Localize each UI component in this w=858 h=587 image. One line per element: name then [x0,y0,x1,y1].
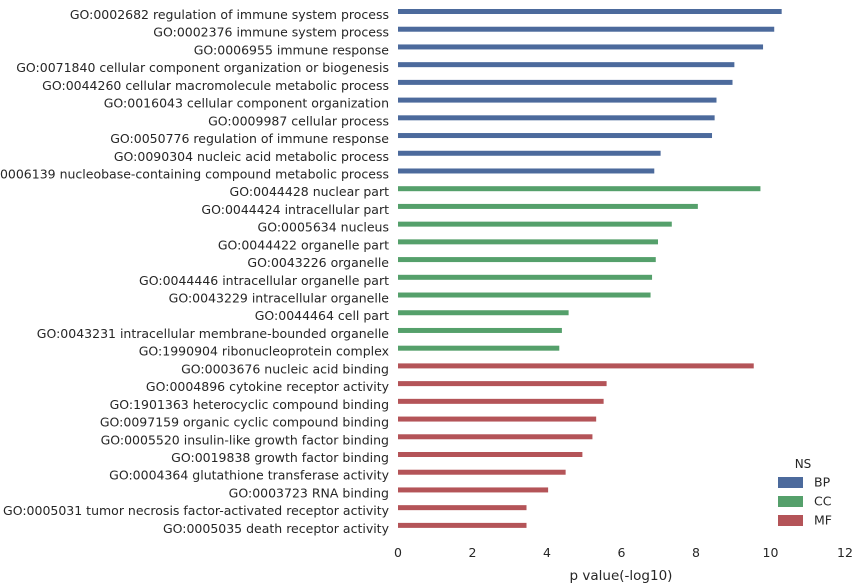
bar-cc [398,221,672,227]
bar-mf [398,434,593,440]
category-label: GO:0005520 insulin-like growth factor bi… [101,432,389,447]
category-label: GO:0006955 immune response [194,42,390,57]
category-label: GO:0002682 regulation of immune system p… [70,7,389,22]
x-tick-label: 10 [763,545,779,560]
bar-mf [398,381,607,387]
category-label: GO:0050776 regulation of immune response [110,131,389,146]
legend-label: BP [814,475,831,490]
bar-cc [398,345,560,351]
category-label: GO:0003723 RNA binding [229,485,389,500]
category-label: GO:0005634 nucleus [258,220,389,235]
bar-mf [398,522,527,528]
category-label: GO:0002376 immune system process [153,25,389,40]
category-label: GO:0044260 cellular macromolecule metabo… [42,78,389,93]
category-label: GO:0044424 intracellular part [201,202,389,217]
legend: NS BP CC MF [778,457,832,528]
category-label: GO:0043226 organelle [247,255,389,270]
x-axis-title: p value(-log10) [570,568,673,584]
category-label: GO:0044422 organelle part [218,237,389,252]
category-label: GO:0090304 nucleic acid metabolic proces… [114,149,389,164]
x-tick-label: 2 [469,545,477,560]
category-label: GO:0044464 cell part [255,308,389,323]
legend-swatch [778,496,803,507]
bar-mf [398,416,597,422]
category-label: GO:0009987 cellular process [208,113,389,128]
category-label: GO:0004896 cytokine receptor activity [146,379,390,394]
category-label: GO:0043229 intracellular organelle [169,291,390,306]
bar-mf [398,398,604,404]
bar-bp [398,62,735,68]
x-tick-label: 8 [692,545,700,560]
category-label: GO:0019838 growth factor binding [171,450,389,465]
bar-cc [398,327,562,333]
bar-mf [398,487,549,493]
bar-bp [398,133,713,139]
x-tick-label: 6 [618,545,626,560]
x-tick-label: 4 [543,545,551,560]
legend-label: MF [814,513,832,528]
bar-mf [398,363,754,369]
bar-mf [398,452,583,457]
category-label: GO:1990904 ribonucleoprotein complex [139,344,389,359]
x-axis-ticks: 0 2 4 6 8 10 12 [394,545,853,560]
category-label: GO:0006139 nucleobase-containing compoun… [0,166,389,181]
bar-cc [398,239,658,245]
bar-cc [398,203,698,209]
bar-cc [398,186,761,192]
category-label: GO:0004364 glutathione transferase activ… [109,468,389,483]
bar-bp [398,115,715,121]
bar-bp [398,150,661,156]
bar-cc [398,310,569,316]
bar-bp [398,26,775,32]
bar-cc [398,292,651,298]
bar-bp [398,79,733,85]
bar-cc [398,257,656,263]
bar-mf [398,469,566,475]
bar-cc [398,274,653,280]
legend-items: BP CC MF [778,475,832,528]
legend-label: CC [814,494,832,509]
legend-swatch [778,515,803,526]
bar-bp [398,44,764,50]
x-tick-label: 0 [394,545,402,560]
category-label: GO:0003676 nucleic acid binding [181,361,389,376]
category-label: GO:0043231 intracellular membrane-bounde… [37,326,390,341]
legend-swatch [778,477,803,488]
category-label: GO:0044428 nuclear part [230,184,390,199]
category-label: GO:0097159 organic cyclic compound bindi… [100,415,389,430]
category-label: GO:0044446 intracellular organelle part [139,273,389,288]
bar-bp [398,97,717,103]
x-tick-label: 12 [837,545,853,560]
category-label: GO:0071840 cellular component organizati… [16,60,389,75]
category-label: GO:1901363 heterocyclic compound binding [110,397,389,412]
category-labels: GO:0002682 regulation of immune system p… [0,7,390,536]
category-label: GO:0005035 death receptor activity [163,521,390,536]
bar-bp [398,9,782,14]
bar-mf [398,505,527,511]
category-label: GO:0005031 tumor necrosis factor-activat… [3,503,390,518]
bar-bp [398,168,655,174]
legend-title: NS [795,457,812,471]
category-label: GO:0016043 cellular component organizati… [104,96,389,111]
bars-group [398,9,782,528]
